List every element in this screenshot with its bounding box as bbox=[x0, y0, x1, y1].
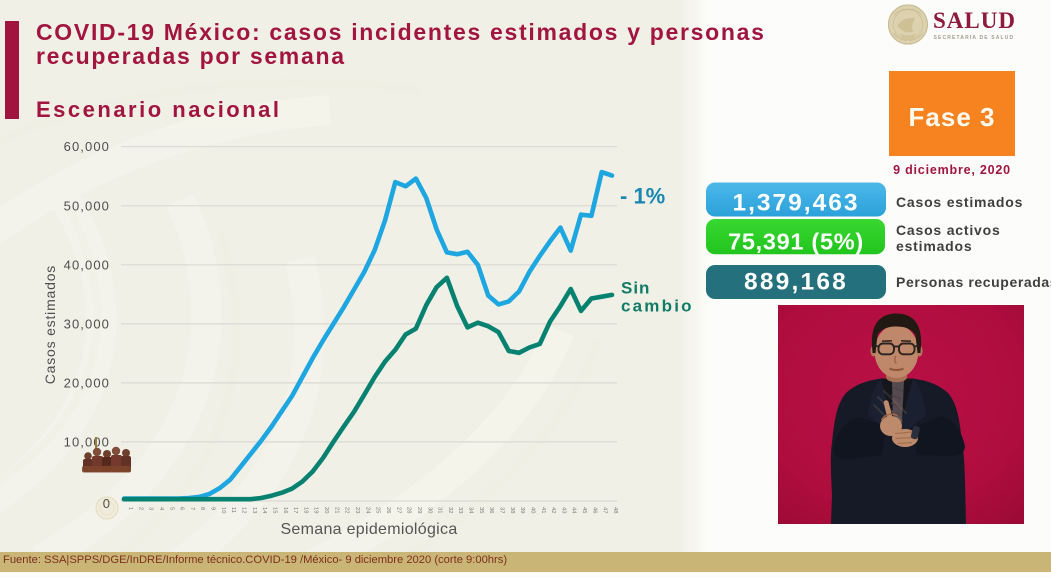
svg-text:34: 34 bbox=[468, 507, 474, 514]
svg-text:3: 3 bbox=[148, 507, 154, 510]
svg-text:41: 41 bbox=[540, 507, 546, 513]
svg-text:44: 44 bbox=[571, 507, 577, 514]
svg-text:22: 22 bbox=[344, 507, 350, 513]
svg-text:39: 39 bbox=[519, 507, 525, 513]
svg-text:43: 43 bbox=[560, 507, 566, 513]
svg-text:50,000: 50,000 bbox=[64, 198, 110, 213]
svg-text:26: 26 bbox=[385, 507, 391, 513]
svg-text:cambio: cambio bbox=[621, 296, 694, 315]
svg-text:16: 16 bbox=[282, 507, 288, 513]
svg-text:12: 12 bbox=[241, 507, 247, 513]
svg-text:18: 18 bbox=[302, 507, 308, 513]
svg-text:889,168: 889,168 bbox=[744, 269, 848, 296]
svg-text:40,000: 40,000 bbox=[64, 257, 110, 272]
svg-text:33: 33 bbox=[457, 507, 463, 513]
svg-text:15: 15 bbox=[272, 507, 278, 513]
svg-text:40: 40 bbox=[529, 507, 535, 513]
svg-text:13: 13 bbox=[251, 507, 257, 513]
svg-text:9: 9 bbox=[210, 507, 216, 510]
svg-text:- 1%: - 1% bbox=[620, 184, 665, 209]
svg-text:1: 1 bbox=[127, 507, 133, 510]
svg-text:5: 5 bbox=[168, 507, 174, 510]
svg-text:20: 20 bbox=[323, 507, 329, 513]
svg-text:47: 47 bbox=[602, 507, 608, 513]
svg-text:60,000: 60,000 bbox=[64, 139, 110, 154]
svg-text:48: 48 bbox=[612, 507, 618, 513]
svg-text:28: 28 bbox=[406, 507, 412, 513]
svg-text:Casos estimados: Casos estimados bbox=[42, 265, 58, 384]
svg-text:6: 6 bbox=[179, 507, 185, 510]
svg-text:19: 19 bbox=[313, 507, 319, 513]
svg-text:37: 37 bbox=[499, 507, 505, 513]
svg-text:10: 10 bbox=[220, 507, 226, 513]
svg-text:1,379,463: 1,379,463 bbox=[733, 190, 860, 217]
svg-text:10,000: 10,000 bbox=[64, 434, 110, 449]
svg-text:20,000: 20,000 bbox=[64, 375, 110, 390]
svg-text:42: 42 bbox=[550, 507, 556, 513]
svg-text:29: 29 bbox=[416, 507, 422, 513]
svg-text:SECRETARIA DE SALUD: SECRETARIA DE SALUD bbox=[934, 35, 1015, 41]
svg-text:38: 38 bbox=[509, 507, 515, 513]
svg-text:27: 27 bbox=[395, 507, 401, 513]
svg-text:23: 23 bbox=[354, 507, 360, 513]
svg-text:45: 45 bbox=[581, 507, 587, 513]
svg-text:0: 0 bbox=[103, 496, 110, 511]
svg-text:30,000: 30,000 bbox=[64, 316, 110, 331]
svg-text:8: 8 bbox=[199, 507, 205, 510]
svg-text:Sin: Sin bbox=[621, 278, 650, 297]
svg-text:17: 17 bbox=[292, 507, 298, 513]
svg-text:21: 21 bbox=[333, 507, 339, 513]
svg-text:36: 36 bbox=[488, 507, 494, 513]
svg-text:35: 35 bbox=[478, 507, 484, 513]
svg-text:24: 24 bbox=[364, 507, 370, 514]
svg-text:2: 2 bbox=[137, 507, 143, 510]
svg-text:75,391 (5%): 75,391 (5%) bbox=[728, 229, 864, 255]
svg-text:31: 31 bbox=[437, 507, 443, 513]
svg-text:4: 4 bbox=[158, 507, 164, 511]
svg-text:46: 46 bbox=[591, 507, 597, 513]
svg-text:11: 11 bbox=[230, 507, 236, 513]
svg-text:14: 14 bbox=[261, 507, 267, 514]
svg-text:7: 7 bbox=[189, 507, 195, 510]
svg-text:30: 30 bbox=[426, 507, 432, 513]
svg-text:25: 25 bbox=[375, 507, 381, 513]
svg-text:32: 32 bbox=[447, 507, 453, 513]
svg-text:Semana epidemiológica: Semana epidemiológica bbox=[280, 521, 457, 538]
svg-text:SALUD: SALUD bbox=[933, 8, 1016, 33]
